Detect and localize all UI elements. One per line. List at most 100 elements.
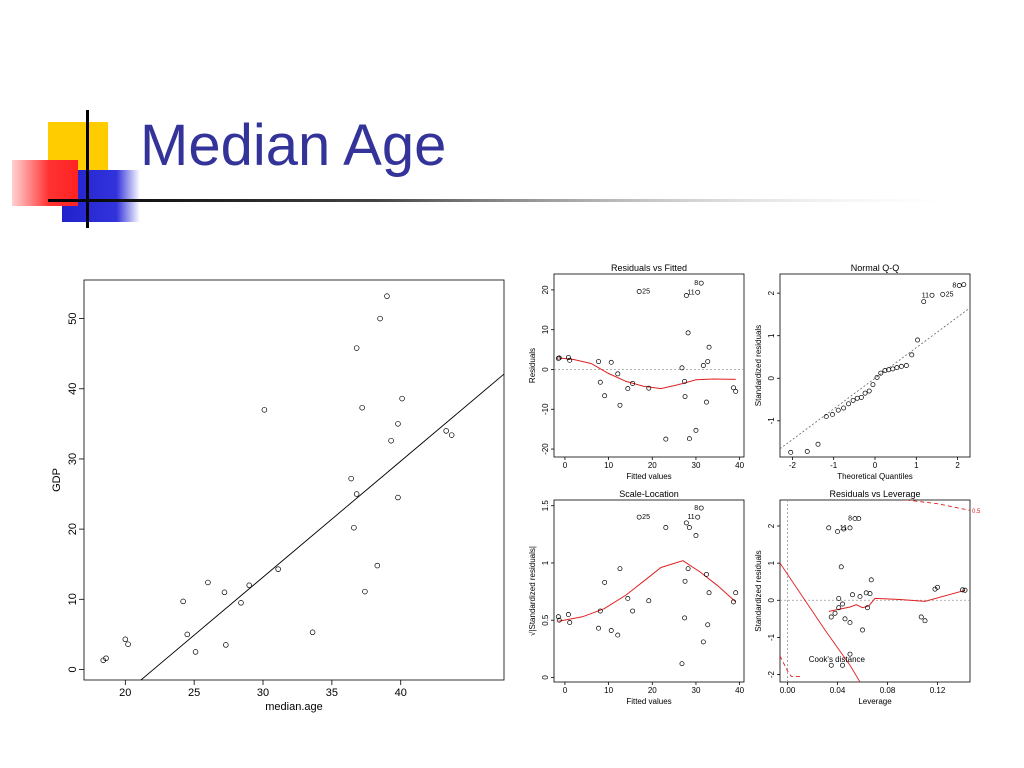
chart-title: Residuals vs Leverage [829, 489, 920, 499]
data-point [874, 374, 880, 380]
data-point [733, 388, 739, 394]
x-tick-label: 30 [692, 686, 701, 695]
data-point [922, 618, 928, 624]
cooks-distance-line [780, 655, 800, 677]
data-point [395, 494, 401, 501]
data-point [556, 617, 562, 623]
data-point [636, 289, 642, 294]
data-point [857, 594, 863, 600]
x-axis-label: Fitted values [626, 697, 671, 706]
x-tick-label: 0 [563, 461, 568, 470]
data-point [703, 571, 709, 577]
title-logo-decoration [12, 110, 988, 228]
x-tick-label: 25 [188, 687, 200, 699]
data-point [448, 432, 455, 438]
data-point [830, 411, 835, 417]
data-point [567, 357, 573, 363]
data-point [359, 404, 365, 411]
y-tick-label: 0 [767, 375, 776, 380]
x-tick-label: 30 [257, 687, 269, 699]
y-tick-label: 0 [541, 675, 550, 680]
chart-panel-3: Normal Q-Q -2 -1 0 1 2 -1 0 1 2 Theoretical Quanti… [754, 263, 971, 481]
data-point [878, 370, 884, 376]
data-point [832, 610, 838, 616]
data-point [374, 562, 381, 569]
data-point [663, 525, 669, 530]
point-label: 25 [946, 291, 954, 298]
data-point [828, 662, 834, 668]
data-point [682, 394, 688, 399]
y-tick-label: 10 [541, 325, 550, 334]
data-point [683, 293, 689, 298]
point-label: 8 [848, 516, 852, 523]
smooth-line [828, 589, 966, 612]
data-point [940, 291, 946, 297]
data-point [636, 514, 642, 520]
data-point [846, 401, 852, 407]
data-point [602, 579, 608, 585]
x-tick-label: 10 [604, 461, 613, 470]
data-point [184, 631, 191, 638]
data-point [693, 533, 699, 538]
data-point [565, 612, 571, 617]
y-tick-label: -1 [767, 417, 776, 425]
data-point [261, 407, 268, 413]
data-point [705, 622, 711, 628]
data-point [856, 516, 862, 522]
chart-title: Residuals vs Fitted [611, 263, 687, 273]
data-point [682, 615, 688, 621]
data-point [608, 628, 614, 633]
y-axis-label: Residuals [528, 348, 537, 383]
point-label: 25 [642, 289, 650, 296]
plot-content [780, 307, 970, 450]
data-point [399, 395, 405, 402]
data-point [556, 355, 562, 361]
data-point [682, 578, 688, 584]
data-point [223, 642, 229, 648]
data-point [695, 289, 701, 295]
point-label: 8 [952, 282, 956, 289]
data-point [353, 345, 360, 351]
data-point [842, 616, 848, 622]
plot-frame [779, 273, 971, 458]
x-tick-label: 0.12 [930, 686, 946, 695]
data-point [608, 359, 614, 365]
y-tick-label: 1 [767, 333, 776, 338]
y-tick-label: -1 [767, 633, 776, 641]
data-point [956, 283, 962, 288]
data-point [703, 399, 709, 405]
data-point [443, 428, 449, 434]
data-point [625, 386, 631, 392]
data-point [700, 363, 706, 368]
data-point [898, 363, 904, 369]
x-tick-label: -2 [789, 461, 797, 470]
data-point [731, 385, 736, 391]
data-point [921, 299, 927, 305]
qq-reference-line [780, 307, 970, 450]
y-tick-label: 20 [67, 523, 79, 535]
data-point [384, 293, 390, 299]
x-tick-label: 10 [604, 686, 613, 695]
y-tick-label: 0.5 [541, 614, 550, 626]
data-point [929, 292, 935, 298]
logo-vertical-line [86, 110, 89, 228]
cooks-distance-label: Cook's distance [809, 655, 866, 664]
data-point [823, 414, 829, 420]
x-tick-label: 20 [648, 461, 657, 470]
data-point [685, 330, 691, 336]
data-point [733, 590, 739, 596]
point-label: 11 [687, 514, 694, 521]
data-point [870, 382, 876, 388]
data-point [596, 625, 602, 631]
data-point [615, 632, 621, 638]
chart-title: Scale-Location [619, 489, 679, 499]
y-tick-label: 1.5 [541, 500, 550, 512]
data-point [962, 587, 968, 593]
x-tick-label: 20 [648, 686, 657, 695]
data-point [804, 449, 810, 454]
x-tick-label: 1 [914, 461, 919, 470]
data-point [348, 475, 354, 482]
point-label: 8 [694, 280, 698, 287]
data-point [700, 639, 706, 645]
